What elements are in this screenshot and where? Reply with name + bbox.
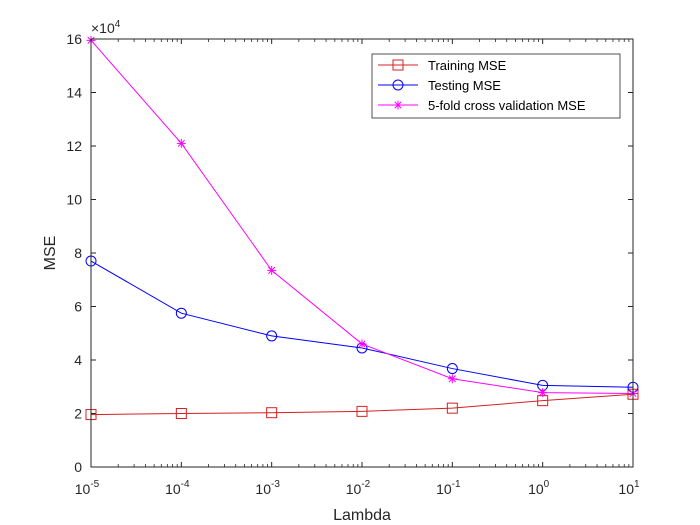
y-tick-label: 12 [66,138,82,154]
data-point [266,330,278,342]
y-axis-label: MSE [42,236,59,271]
data-point [356,405,368,417]
legend-item: 5-fold cross validation MSE [378,98,586,113]
y-tick-label: 14 [66,85,82,101]
data-point [446,363,458,375]
axes-box [90,38,634,468]
y-multiplier: ×104 [91,19,121,36]
legend-label: Training MSE [428,58,507,73]
legend-swatch-marker [392,59,404,71]
legend-label: Testing MSE [428,78,501,93]
data-point [446,402,458,414]
data-point [538,388,548,398]
y-tick-label: 10 [66,192,82,208]
x-tick-label: 101 [618,479,640,497]
x-axis-label: Lambda [333,507,391,524]
x-tick-label: 10-1 [436,479,461,497]
x-tick-label: 10-4 [165,479,190,497]
x-tick-label: 10-3 [255,479,280,497]
data-point [175,307,187,319]
legend-swatch-marker [393,100,403,110]
legend: Training MSE Testing MSE 5-fold cross vali… [371,53,621,119]
legend-label: 5-fold cross validation MSE [428,98,586,113]
x-tick-label: 10-2 [346,479,371,497]
data-point [176,138,186,148]
y-tick-label: 2 [74,406,82,422]
y-tick-label: 4 [74,352,82,368]
y-tick-label: 16 [66,31,82,47]
legend-swatch-marker [392,79,404,91]
data-point [266,407,278,419]
y-tick-label: 0 [74,459,82,475]
series-line [90,393,634,416]
data-point [267,265,277,275]
data-point [447,374,457,384]
y-tick-label: 6 [74,299,82,315]
data-point [175,408,187,419]
data-point [357,339,367,349]
x-tick-label: 10-5 [75,479,100,497]
x-tick-label: 100 [528,479,550,497]
legend-item: Testing MSE [378,78,501,93]
y-tick-label: 8 [74,245,82,261]
legend-item: Training MSE [378,58,507,73]
